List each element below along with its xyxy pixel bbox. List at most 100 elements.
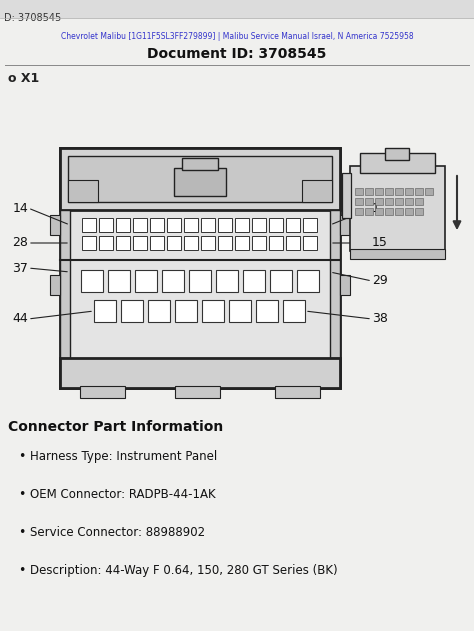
Bar — [375, 198, 383, 205]
Bar — [184, 218, 198, 232]
Bar — [229, 300, 251, 322]
Bar — [50, 275, 60, 295]
Bar — [162, 270, 184, 292]
Bar — [99, 236, 113, 250]
Text: 15: 15 — [372, 237, 388, 249]
Bar — [235, 218, 249, 232]
Bar — [184, 236, 198, 250]
Bar — [275, 386, 320, 398]
Bar — [286, 236, 300, 250]
Text: •: • — [18, 526, 26, 539]
Bar — [350, 249, 445, 259]
Bar — [216, 270, 238, 292]
Text: Document ID: 3708545: Document ID: 3708545 — [147, 47, 327, 61]
Bar — [99, 218, 113, 232]
Bar — [82, 236, 96, 250]
Bar — [50, 215, 60, 235]
Bar — [385, 148, 409, 160]
Text: Chevrolet Malibu [1G11F5SL3FF279899] | Malibu Service Manual Israel, N America 7: Chevrolet Malibu [1G11F5SL3FF279899] | M… — [61, 32, 413, 41]
Bar — [375, 188, 383, 195]
Bar — [82, 218, 96, 232]
Bar — [60, 358, 340, 388]
Bar — [375, 208, 383, 215]
Bar — [60, 148, 340, 210]
Bar — [395, 188, 403, 195]
Bar — [60, 148, 340, 388]
Bar — [415, 188, 423, 195]
Text: 29: 29 — [372, 274, 388, 288]
Bar — [405, 198, 413, 205]
Bar — [116, 218, 130, 232]
Bar — [243, 270, 265, 292]
Text: D: 3708545: D: 3708545 — [4, 13, 61, 23]
Bar — [415, 198, 423, 205]
Bar — [340, 215, 350, 235]
Text: •: • — [18, 450, 26, 463]
Bar — [121, 300, 143, 322]
Bar — [355, 198, 363, 205]
Bar — [385, 208, 393, 215]
Bar — [150, 218, 164, 232]
Bar — [355, 208, 363, 215]
Bar — [350, 166, 445, 251]
Bar — [167, 236, 181, 250]
Bar — [252, 218, 266, 232]
Bar — [175, 300, 197, 322]
Bar — [0, 0, 474, 18]
Text: o X1: o X1 — [8, 72, 39, 85]
Bar — [135, 270, 157, 292]
Bar — [174, 168, 226, 196]
Bar — [395, 198, 403, 205]
Bar — [256, 300, 278, 322]
Bar — [342, 173, 351, 218]
Bar — [201, 236, 215, 250]
Bar — [425, 188, 433, 195]
Bar — [303, 236, 317, 250]
Bar — [303, 218, 317, 232]
Bar — [167, 218, 181, 232]
Text: 44: 44 — [12, 312, 28, 326]
Bar — [330, 210, 340, 358]
Bar — [133, 218, 147, 232]
Bar — [360, 153, 435, 173]
Bar — [365, 198, 373, 205]
Bar — [94, 300, 116, 322]
Bar — [182, 158, 218, 170]
Bar — [148, 300, 170, 322]
Bar — [269, 236, 283, 250]
Bar — [302, 180, 332, 202]
Text: •: • — [18, 488, 26, 501]
Bar — [68, 156, 332, 202]
Bar — [405, 208, 413, 215]
Bar — [365, 188, 373, 195]
Bar — [116, 236, 130, 250]
Bar — [385, 198, 393, 205]
Bar — [189, 270, 211, 292]
Text: Harness Type: Instrument Panel: Harness Type: Instrument Panel — [30, 450, 217, 463]
Bar — [133, 236, 147, 250]
Bar — [286, 218, 300, 232]
Bar — [415, 208, 423, 215]
Text: 38: 38 — [372, 312, 388, 326]
Bar — [385, 188, 393, 195]
Bar — [365, 208, 373, 215]
Bar — [218, 218, 232, 232]
Bar — [395, 208, 403, 215]
Bar — [175, 386, 220, 398]
Bar — [201, 218, 215, 232]
Bar — [108, 270, 130, 292]
Bar — [218, 236, 232, 250]
Text: Connector Part Information: Connector Part Information — [8, 420, 223, 434]
Bar — [269, 218, 283, 232]
Bar — [150, 236, 164, 250]
Bar — [355, 188, 363, 195]
Text: 1: 1 — [372, 201, 380, 215]
Text: Description: 44-Way F 0.64, 150, 280 GT Series (BK): Description: 44-Way F 0.64, 150, 280 GT … — [30, 564, 337, 577]
Text: 28: 28 — [12, 237, 28, 249]
Text: Service Connector: 88988902: Service Connector: 88988902 — [30, 526, 205, 539]
Bar — [68, 180, 98, 202]
Bar — [60, 210, 70, 358]
Text: 37: 37 — [12, 261, 28, 274]
Bar — [80, 386, 125, 398]
Bar — [340, 275, 350, 295]
